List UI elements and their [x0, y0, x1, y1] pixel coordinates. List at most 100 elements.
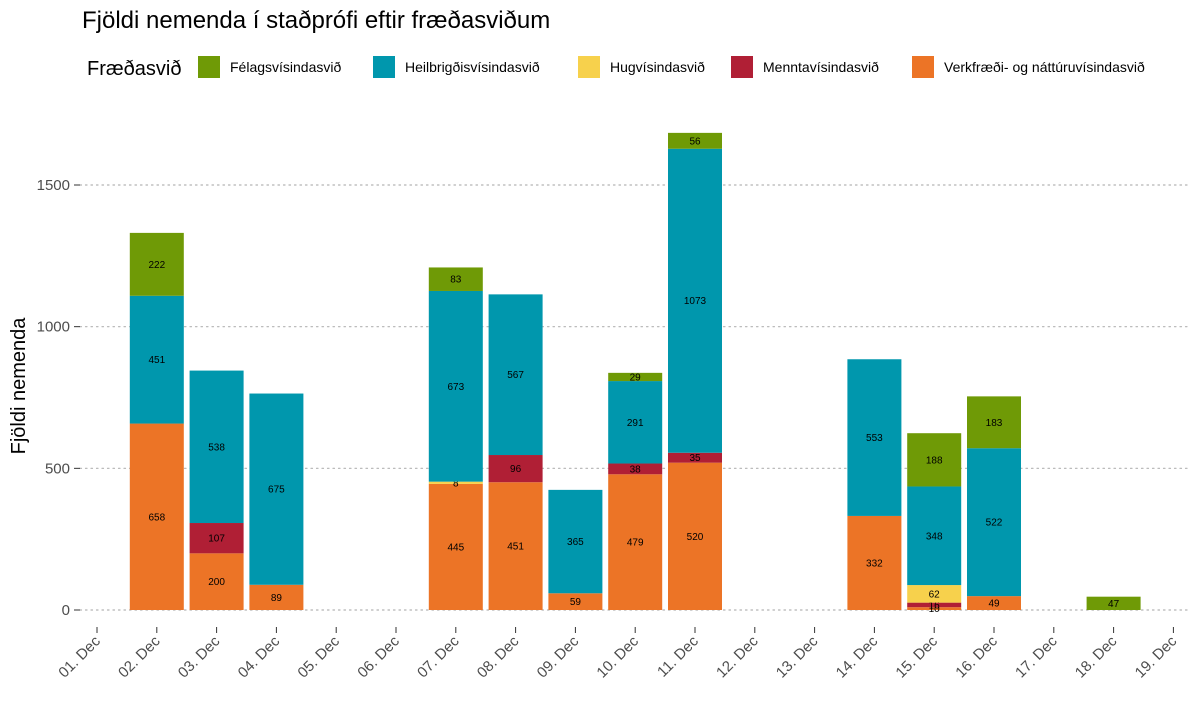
bar-value-label: 107 [208, 534, 225, 545]
bar-segment [847, 515, 902, 610]
bar-segment [907, 433, 962, 487]
bar-segment [189, 523, 244, 554]
bar-segment [608, 381, 663, 464]
bar-value-label: 38 [630, 464, 642, 475]
bar-value-label: 1073 [684, 296, 707, 307]
bar-segment [907, 585, 962, 603]
bar-value-label: 8 [453, 478, 459, 489]
bar-value-label: 62 [929, 589, 941, 600]
legend-title: Fræðasvið [87, 58, 181, 80]
bar-value-label: 47 [1108, 599, 1120, 610]
x-tick-label: 14. Dec [833, 632, 882, 681]
bar-segment [967, 396, 1021, 449]
bar-value-label: 222 [148, 260, 165, 271]
bar-segment [129, 232, 184, 296]
legend: Félagsvísindasvið Heilbrigðisvísindasvið H… [198, 56, 1145, 78]
bar-segment [428, 267, 483, 291]
bar-segment [548, 489, 603, 594]
bar-segment [249, 584, 304, 610]
x-tick-label: 18. Dec [1072, 632, 1121, 681]
bar-value-label: 200 [208, 577, 225, 588]
x-tick-label: 15. Dec [892, 632, 941, 681]
y-tick-label: 1000 [37, 319, 70, 336]
bar-segment [189, 370, 244, 524]
legend-swatch [373, 56, 395, 78]
bar-value-label: 16 [929, 600, 941, 611]
legend-label: Heilbrigðisvísindasvið [405, 59, 540, 75]
x-tick-label: 11. Dec [654, 632, 702, 680]
x-tick-label: 08. Dec [474, 632, 523, 681]
bar-value-label: 89 [271, 593, 283, 604]
x-tick-label: 13. Dec [773, 632, 822, 681]
bar-segment [608, 372, 663, 382]
legend-label: Verkfræði- og náttúruvísindasvið [944, 59, 1145, 75]
bar-value-label: 59 [570, 597, 582, 608]
bar-segment [488, 294, 543, 456]
bar-value-label: 83 [450, 275, 462, 286]
bar-value-label: 538 [208, 442, 225, 453]
bar-segment [189, 553, 244, 610]
bar-segment [907, 486, 962, 586]
y-axis-label: Fjöldi nemenda [8, 317, 30, 455]
bar-segment [428, 481, 483, 484]
bar-segment [488, 455, 543, 483]
y-axis: 0 500 1000 1500 [37, 177, 80, 619]
x-tick-label: 02. Dec [115, 632, 164, 681]
bar-value-label: 675 [268, 485, 285, 496]
bar-value-label: 658 [148, 512, 165, 523]
bar-value-label: 332 [866, 558, 883, 569]
bar-value-label: 520 [687, 532, 704, 543]
x-axis: 01. Dec 02. Dec 03. Dec 04. Dec 05. Dec 06. D… [55, 627, 1181, 681]
legend-swatch [731, 56, 753, 78]
bar-value-label: 522 [986, 518, 1003, 529]
bar-segment [907, 602, 962, 608]
chart-title: Fjöldi nemenda í staðprófi eftir fræðasv… [82, 7, 550, 34]
bar-value-label: 188 [926, 455, 943, 466]
bar-value-label: 451 [507, 542, 524, 553]
bar-segment [847, 359, 902, 516]
x-tick-label: 06. Dec [354, 632, 403, 681]
x-tick-label: 17. Dec [1012, 632, 1061, 681]
bar-value-label: 35 [689, 453, 701, 464]
bar-segment [1086, 596, 1141, 610]
x-tick-label: 01. Dec [55, 632, 104, 681]
bar-segment [249, 393, 304, 585]
bar-segment [907, 607, 962, 610]
bars: 658 451 222 200 107 538 89 675 445 8 673 83 451 96 567… [129, 132, 1141, 615]
bar-value-label: 445 [447, 542, 464, 553]
x-tick-label: 04. Dec [235, 632, 284, 681]
bar-segment [488, 482, 543, 610]
y-tick-label: 1500 [37, 177, 70, 194]
bar-value-label: 10 [929, 604, 941, 615]
bar-segment [668, 148, 722, 453]
legend-swatch [912, 56, 934, 78]
x-tick-label: 05. Dec [294, 632, 343, 681]
x-tick-label: 09. Dec [534, 632, 583, 681]
bar-segment [129, 423, 184, 610]
bar-value-label: 451 [148, 355, 165, 366]
bar-segment [129, 295, 184, 424]
bar-segment [668, 132, 722, 149]
legend-swatch [198, 56, 220, 78]
bar-value-label: 553 [866, 433, 883, 444]
legend-swatch [578, 56, 600, 78]
bar-segment [967, 448, 1021, 597]
bar-segment [548, 593, 603, 610]
bar-segment [428, 290, 483, 482]
bar-value-label: 29 [630, 372, 642, 383]
bar-value-label: 183 [986, 418, 1003, 429]
bar-value-label: 291 [627, 418, 644, 429]
bar-value-label: 49 [988, 599, 1000, 610]
y-tick-label: 0 [62, 602, 70, 619]
x-tick-label: 03. Dec [175, 632, 224, 681]
x-tick-label: 19. Dec [1132, 632, 1181, 681]
bar-segment [668, 452, 722, 463]
x-tick-label: 12. Dec [713, 632, 762, 681]
y-tick-label: 500 [45, 460, 70, 477]
legend-label: Menntavísindasvið [763, 59, 879, 75]
bar-segment [668, 462, 722, 610]
bar-value-label: 673 [447, 382, 464, 393]
bar-segment [428, 483, 483, 610]
bar-value-label: 479 [627, 538, 644, 549]
